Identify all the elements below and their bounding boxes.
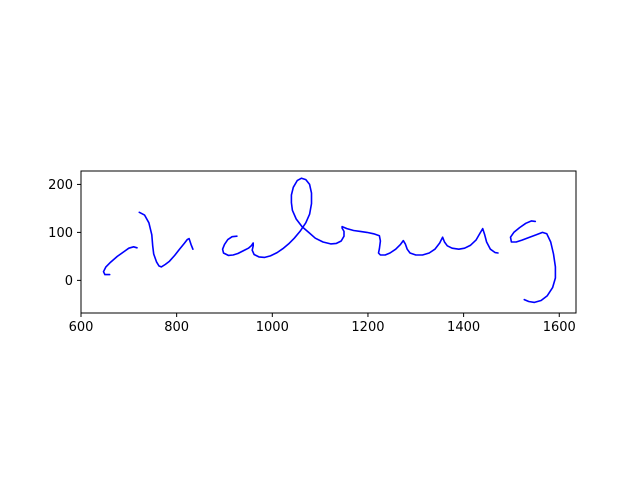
series-0-stroke-3: [509, 220, 557, 304]
x-tick-label: 800: [164, 320, 189, 335]
x-tick-label: 1000: [256, 320, 289, 335]
y-tick-label: 200: [48, 178, 73, 193]
series-0-stroke-2: [221, 177, 499, 259]
x-tick-label: 600: [69, 320, 94, 335]
series-0-stroke-1: [138, 211, 194, 268]
axes-frame: [80, 170, 577, 314]
x-tick-label: 1400: [447, 320, 480, 335]
y-tick-label: 0: [65, 274, 73, 289]
plot-area: [102, 177, 557, 304]
y-tick-label: 100: [48, 226, 73, 241]
axes: 600 800 1000 1200 1400 1600 0 100 200: [48, 170, 577, 335]
series-0-stroke-0: [102, 246, 138, 276]
x-tick-label: 1200: [351, 320, 384, 335]
x-tick-label: 1600: [543, 320, 576, 335]
